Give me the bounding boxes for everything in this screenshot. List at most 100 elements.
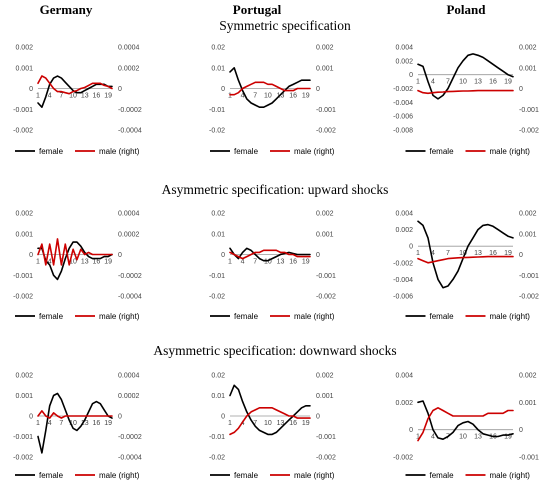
x-axis-tick-label: 4	[241, 93, 245, 100]
left-axis-tick-label: -0.001	[13, 273, 33, 280]
left-axis-tick-label: 0.02	[211, 211, 225, 218]
male-series-line	[37, 410, 113, 419]
left-axis-tick-label: 0.02	[211, 373, 225, 380]
x-axis-tick-label: 13	[277, 93, 285, 100]
x-axis-tick-label: 16	[289, 420, 297, 427]
female-series-line	[417, 53, 514, 100]
legend-male-label: male (right)	[99, 312, 140, 321]
legend-male-label: male (right)	[99, 471, 140, 480]
female-series-line	[417, 220, 514, 289]
left-axis-tick-label: -0.006	[393, 294, 413, 301]
left-axis-tick-label: -0.006	[393, 114, 413, 121]
right-axis-tick-label: 0.001	[519, 65, 537, 72]
legend-female-label: female	[234, 147, 259, 156]
x-axis-tick-label: 13	[81, 93, 89, 100]
x-axis-tick-label: 4	[48, 420, 52, 427]
left-axis-tick-label: 0.01	[211, 393, 225, 400]
legend-male-label: male (right)	[99, 147, 140, 156]
left-axis-tick-label: -0.002	[393, 86, 413, 93]
right-axis-tick-label: 0.001	[519, 400, 537, 407]
right-axis-tick-label: 0.001	[316, 65, 334, 72]
left-axis-tick-label: 0.001	[15, 231, 33, 238]
x-axis-tick-label: 19	[104, 420, 112, 427]
x-axis-tick-label: 4	[241, 420, 245, 427]
right-axis-tick-label: 0.002	[316, 211, 334, 218]
right-axis-tick-label: -0.002	[316, 294, 336, 301]
x-axis-tick-label: 1	[416, 250, 420, 257]
x-axis-tick-label: 16	[93, 259, 101, 266]
chart-portugal-symmetric: -0.02 -0.01 0 0.01 0.02 -0.002 -0.001 0 0.001 0.0…	[209, 45, 336, 157]
right-axis-tick-label: 0.002	[316, 373, 334, 380]
x-axis-tick-label: 4	[241, 259, 245, 266]
right-axis-tick-label: 0.0004	[118, 45, 140, 52]
left-axis-tick-label: -0.002	[13, 294, 33, 301]
x-axis-tick-label: 19	[104, 259, 112, 266]
legend-female-label: female	[430, 147, 455, 156]
x-axis-tick-label: 16	[489, 79, 497, 86]
x-axis-tick-label: 10	[264, 420, 272, 427]
chart-panels: -0.002 -0.001 0 0.001 0.002 -0.0004 -0.0002 0 0.…	[13, 45, 539, 481]
x-axis-tick-label: 19	[104, 93, 112, 100]
x-axis-tick-label: 16	[489, 250, 497, 257]
left-axis-tick-label: -0.01	[209, 273, 225, 280]
legend-male-label: male (right)	[294, 147, 335, 156]
right-axis-tick-label: 0	[316, 86, 320, 93]
x-axis-tick-label: 7	[59, 93, 63, 100]
right-axis-tick-label: 0.002	[519, 373, 537, 380]
section-title-upward: Asymmetric specification: upward shocks	[162, 182, 389, 197]
left-axis-tick-label: 0	[29, 86, 33, 93]
x-axis-tick-label: 4	[431, 79, 435, 86]
right-axis-tick-label: 0.001	[316, 231, 334, 238]
female-series-line	[229, 384, 311, 436]
x-axis-tick-label: 13	[277, 420, 285, 427]
x-axis-tick-label: 19	[504, 434, 512, 441]
x-axis-tick-label: 1	[36, 420, 40, 427]
right-axis-tick-label: 0	[118, 86, 122, 93]
right-axis-tick-label: 0.002	[519, 211, 537, 218]
left-axis-tick-label: 0	[221, 414, 225, 421]
right-axis-tick-label: 0	[118, 414, 122, 421]
right-axis-tick-label: 0	[519, 252, 523, 259]
x-axis-tick-label: 4	[48, 259, 52, 266]
x-axis-tick-label: 1	[36, 93, 40, 100]
right-axis-tick-label: 0	[519, 427, 523, 434]
x-axis-tick-label: 10	[264, 259, 272, 266]
left-axis-tick-label: 0.002	[395, 58, 413, 65]
right-axis-tick-label: -0.001	[519, 273, 539, 280]
x-axis-tick-label: 16	[289, 93, 297, 100]
legend-female-label: female	[39, 312, 64, 321]
right-axis-tick-label: 0.0004	[118, 211, 140, 218]
legend-male-label: male (right)	[490, 471, 531, 480]
male-series-line	[229, 406, 311, 436]
left-axis-tick-label: -0.002	[393, 260, 413, 267]
section-title-symmetric: Symmetric specification	[219, 18, 351, 33]
x-axis-tick-label: 7	[253, 259, 257, 266]
right-axis-tick-label: -0.001	[316, 107, 336, 114]
right-axis-tick-label: -0.0004	[118, 128, 142, 135]
x-axis-tick-label: 10	[69, 420, 77, 427]
female-series-line	[229, 247, 311, 262]
right-axis-tick-label: -0.002	[316, 128, 336, 135]
male-series-line	[417, 255, 514, 264]
left-axis-tick-label: 0.002	[15, 373, 33, 380]
male-series-line	[229, 249, 311, 260]
legend-female-label: female	[430, 471, 455, 480]
x-axis-tick-label: 13	[474, 250, 482, 257]
x-axis-tick-label: 1	[36, 259, 40, 266]
left-axis-tick-label: -0.008	[393, 128, 413, 135]
legend-male-label: male (right)	[490, 312, 531, 321]
female-series-line	[417, 400, 514, 441]
x-axis-tick-label: 16	[93, 93, 101, 100]
chart-germany-downward: -0.002 -0.001 0 0.001 0.002 -0.0004 -0.0002 0 0.…	[13, 373, 142, 481]
x-axis-tick-label: 7	[253, 93, 257, 100]
left-axis-tick-label: 0.004	[395, 373, 413, 380]
x-axis-tick-label: 16	[93, 420, 101, 427]
right-axis-tick-label: -0.002	[519, 128, 539, 135]
chart-poland-symmetric: -0.008 -0.006 -0.004 -0.002 0 0.002 0.004 -0.00…	[393, 45, 539, 157]
x-axis-tick-label: 10	[69, 93, 77, 100]
x-axis-tick-label: 1	[228, 93, 232, 100]
x-axis-tick-label: 19	[302, 420, 310, 427]
right-axis-tick-label: 0.0004	[118, 373, 140, 380]
left-axis-tick-label: 0.004	[395, 211, 413, 218]
chart-portugal-upward: -0.02 -0.01 0 0.01 0.02 -0.002 -0.001 0 0.001 0.0…	[209, 211, 336, 322]
